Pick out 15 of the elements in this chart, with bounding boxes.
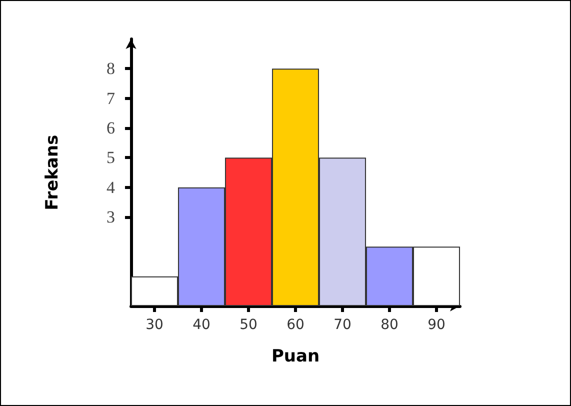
- y-tick-label: 4: [106, 178, 116, 197]
- y-axis-title: Frekans: [42, 134, 62, 210]
- x-tick-label: 80: [380, 317, 398, 333]
- x-tick-label: 50: [240, 317, 258, 333]
- x-tick-label: 40: [192, 317, 210, 333]
- y-tick-label: 8: [106, 59, 115, 78]
- x-tick-label: 70: [334, 317, 352, 333]
- y-tick-label: 7: [106, 88, 116, 108]
- y-tick-label: 5: [106, 148, 115, 168]
- x-tick-label: 60: [286, 317, 304, 333]
- x-tick-label: 30: [146, 317, 164, 333]
- y-tick-label: 3: [106, 208, 115, 226]
- x-tick-label: 90: [428, 317, 446, 333]
- x-axis-title: Puan: [271, 346, 320, 366]
- y-tick-label: 6: [106, 118, 115, 138]
